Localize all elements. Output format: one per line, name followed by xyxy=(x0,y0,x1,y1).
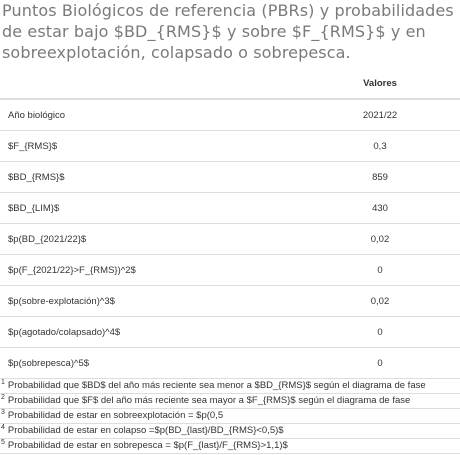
footnote-marker: 1 xyxy=(1,379,5,386)
table-row: $p(agotado/colapsado)^4$ 0 xyxy=(0,316,460,348)
row-value: 859 xyxy=(300,161,460,193)
table-header-row: Valores xyxy=(0,68,460,100)
footnote-marker: 3 xyxy=(1,409,5,416)
row-label: $BD_{LIM}$ xyxy=(0,192,300,224)
footnote-text: Probabilidad que $BD$ del año más recien… xyxy=(7,380,426,391)
footnote-text: Probabilidad que $F$ del año más recient… xyxy=(7,395,411,406)
row-value: 0,02 xyxy=(300,223,460,255)
row-label: $BD_{RMS}$ xyxy=(0,161,300,193)
table-row: $BD_{LIM}$ 430 xyxy=(0,192,460,224)
row-label: Año biológico xyxy=(0,99,300,131)
footnote-text: Probabilidad de estar en colapso =$p(BD_… xyxy=(7,425,284,436)
row-label: $p(sobre-explotación)^3$ xyxy=(0,285,300,317)
row-value: 0,3 xyxy=(300,130,460,162)
row-label: $p(sobrepesca)^5$ xyxy=(0,347,300,379)
header-label-cell xyxy=(0,68,300,100)
table-caption: Puntos Biológicos de referencia (PBRs) y… xyxy=(2,1,454,62)
row-label: $p(F_{2021/22}>F_{RMS})^2$ xyxy=(0,254,300,286)
footnote: 5 Probabilidad de estar en sobrepesca = $… xyxy=(0,439,460,454)
row-value: 0 xyxy=(300,254,460,286)
table-row: $p(sobrepesca)^5$ 0 xyxy=(0,347,460,379)
footnote: 1 Probabilidad que $BD$ del año más recie… xyxy=(0,379,460,394)
table-row: $p(sobre-explotación)^3$ 0,02 xyxy=(0,285,460,317)
reference-points-table: Valores Año biológico 2021/22 $F_{RMS}$ … xyxy=(0,68,460,379)
row-value: 0 xyxy=(300,347,460,379)
row-label: $p(BD_{2021/22}$ xyxy=(0,223,300,255)
footnote: 3 Probabilidad de estar en sobreexplotaci… xyxy=(0,409,460,424)
footnote-text: Probabilidad de estar en sobrepesca = $p… xyxy=(7,440,288,451)
row-value: 430 xyxy=(300,192,460,224)
row-value: 0 xyxy=(300,316,460,348)
footnote-marker: 4 xyxy=(1,424,5,431)
table-row: $F_{RMS}$ 0,3 xyxy=(0,130,460,162)
table-row: $BD_{RMS}$ 859 xyxy=(0,161,460,193)
row-label: $F_{RMS}$ xyxy=(0,130,300,162)
footnote: 4 Probabilidad de estar en colapso =$p(BD… xyxy=(0,424,460,439)
row-label: $p(agotado/colapsado)^4$ xyxy=(0,316,300,348)
row-value: 0,02 xyxy=(300,285,460,317)
table-row: $p(BD_{2021/22}$ 0,02 xyxy=(0,223,460,255)
table-row: $p(F_{2021/22}>F_{RMS})^2$ 0 xyxy=(0,254,460,286)
footnote: 2 Probabilidad que $F$ del año más recien… xyxy=(0,394,460,409)
row-value: 2021/22 xyxy=(300,99,460,131)
footnote-marker: 2 xyxy=(1,394,5,401)
header-values-cell: Valores xyxy=(300,68,460,100)
footnote-text: Probabilidad de estar en sobreexplotació… xyxy=(7,410,224,421)
footnote-marker: 5 xyxy=(1,439,5,446)
table-row: Año biológico 2021/22 xyxy=(0,99,460,131)
footnotes: 1 Probabilidad que $BD$ del año más recie… xyxy=(0,379,460,454)
